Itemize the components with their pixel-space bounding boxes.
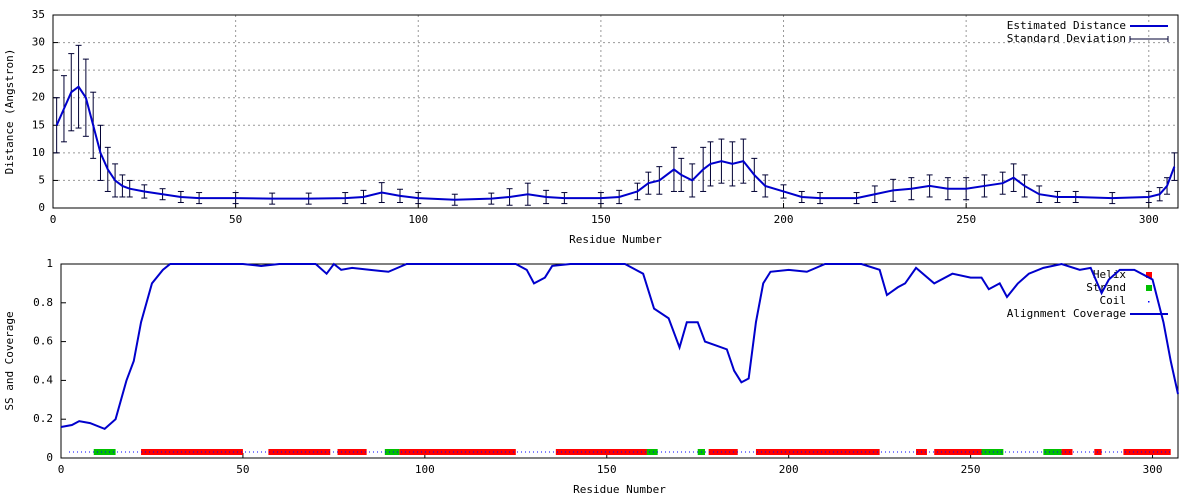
y-tick-label: 20 — [32, 91, 45, 104]
y-tick-label: 0 — [46, 451, 53, 464]
ss-segment — [1061, 449, 1073, 455]
y-axis-label: Distance (Angstron) — [3, 49, 16, 175]
ss-segment — [555, 449, 651, 455]
x-tick-label: 100 — [408, 213, 428, 226]
data-line — [60, 262, 1179, 431]
x-tick-label: 250 — [961, 463, 981, 476]
x-tick-label: 50 — [229, 213, 242, 226]
y-tick-label: 0.4 — [33, 373, 53, 386]
y-tick-label: 25 — [32, 63, 45, 76]
ss-segment — [1043, 449, 1062, 455]
legend-label: Alignment Coverage — [1007, 307, 1126, 320]
ss-segment — [337, 449, 367, 455]
x-tick-label: 200 — [774, 213, 794, 226]
x-tick-label: 300 — [1143, 463, 1163, 476]
y-tick-label: 15 — [32, 118, 45, 131]
y-axis-label: SS and Coverage — [3, 311, 16, 410]
x-tick-label: 0 — [50, 213, 57, 226]
y-tick-label: 10 — [32, 146, 45, 159]
y-tick-label: 0.2 — [33, 412, 53, 425]
legend-label: Standard Deviation — [1007, 32, 1126, 45]
legend-label: Estimated Distance — [1007, 19, 1126, 32]
ss-segment — [1123, 449, 1171, 455]
y-tick-label: 35 — [32, 8, 45, 21]
ss-segment — [646, 449, 658, 455]
ss-segment — [384, 449, 400, 455]
x-tick-label: 150 — [597, 463, 617, 476]
x-tick-label: 150 — [591, 213, 611, 226]
data-line — [55, 85, 1176, 201]
x-tick-label: 0 — [58, 463, 65, 476]
ss-segment — [981, 449, 1004, 455]
x-axis-label: Residue Number — [573, 483, 666, 496]
y-tick-label: 0.6 — [33, 335, 53, 348]
y-tick-label: 0.8 — [33, 296, 53, 309]
ss-segment — [141, 449, 243, 455]
ss-segment — [93, 449, 116, 455]
y-tick-label: 1 — [46, 257, 53, 270]
ss-segment — [934, 449, 993, 455]
ss-segment — [708, 449, 738, 455]
plot-frame — [52, 14, 1179, 209]
x-tick-label: 200 — [779, 463, 799, 476]
x-tick-label: 250 — [956, 213, 976, 226]
y-tick-label: 5 — [38, 173, 45, 186]
x-tick-label: 300 — [1139, 213, 1159, 226]
y-tick-label: 30 — [32, 36, 45, 49]
x-axis-label: Residue Number — [569, 233, 662, 246]
legend-box — [1146, 285, 1152, 291]
y-tick-label: 0 — [38, 201, 45, 214]
legend-dot — [1148, 301, 1150, 303]
legend-label: Strand — [1086, 281, 1126, 294]
error-bar — [53, 97, 60, 154]
legend-label: Coil — [1100, 294, 1127, 307]
legend-box — [1146, 272, 1152, 278]
x-tick-label: 100 — [415, 463, 435, 476]
x-tick-label: 50 — [236, 463, 249, 476]
ss-segment — [268, 449, 331, 455]
